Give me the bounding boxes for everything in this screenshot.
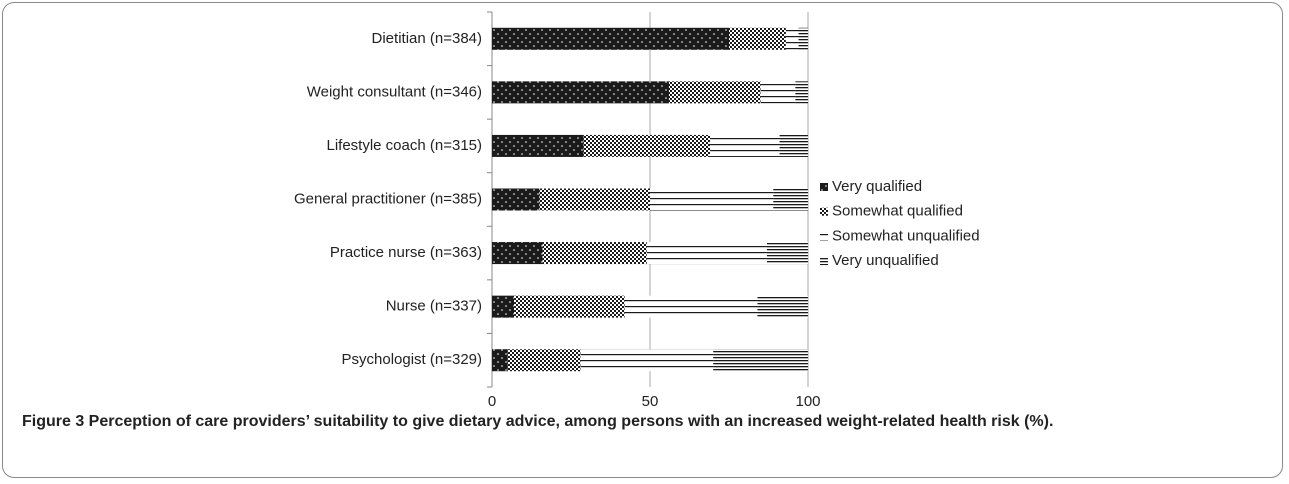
bar-segment <box>729 27 786 50</box>
category-label: Nurse (n=337) <box>386 298 482 315</box>
x-tick-label: 50 <box>642 393 659 410</box>
bar-segment <box>773 188 808 211</box>
bar-segment <box>492 81 669 104</box>
category-label: Weight consultant (n=346) <box>307 83 482 100</box>
bar-segment <box>542 242 647 265</box>
category-label: Dietitian (n=384) <box>372 30 482 47</box>
bar-segment <box>795 81 808 104</box>
legend-label: Somewhat qualified <box>832 203 963 220</box>
frame <box>2 2 1283 478</box>
bar-segment <box>492 295 515 318</box>
bar-segment <box>514 295 625 318</box>
bar-segment <box>507 349 581 372</box>
legend-label: Somewhat unqualified <box>832 227 980 244</box>
category-label: Psychologist (n=329) <box>342 351 483 368</box>
bar-segment <box>492 242 543 265</box>
caption: Figure 3 Perception of care providers’ s… <box>22 413 1054 430</box>
bar-segment <box>779 134 808 157</box>
bar-segment <box>646 242 767 265</box>
category-label: Lifestyle coach (n=315) <box>326 137 482 154</box>
category-label: Practice nurse (n=363) <box>330 244 482 261</box>
x-tick-label: 0 <box>488 393 496 410</box>
bar-segment <box>624 295 758 318</box>
bar-segment <box>785 27 799 50</box>
legend-swatch <box>820 232 828 241</box>
x-tick-label: 100 <box>795 393 820 410</box>
bar-segment <box>580 349 714 372</box>
bar-segment <box>583 134 711 157</box>
bar-segment <box>650 188 774 211</box>
bar-segment <box>760 81 796 104</box>
bar-segment <box>668 81 761 104</box>
bar-segment <box>492 27 729 50</box>
bar-segment <box>492 349 508 372</box>
bar-segment <box>757 295 808 318</box>
bar-segment <box>492 134 584 157</box>
legend-swatch <box>820 183 828 191</box>
bar-segment <box>710 134 780 157</box>
bar-segment <box>539 188 650 211</box>
category-label: General practitioner (n=385) <box>294 190 482 207</box>
bar-segment <box>766 242 808 265</box>
bar-segment <box>713 349 808 372</box>
bar-segment <box>798 27 808 50</box>
legend-swatch <box>820 207 828 216</box>
bar-segment <box>492 188 540 211</box>
legend-label: Very unqualified <box>832 252 939 269</box>
legend-swatch <box>820 257 828 266</box>
legend-label: Very qualified <box>832 178 922 195</box>
